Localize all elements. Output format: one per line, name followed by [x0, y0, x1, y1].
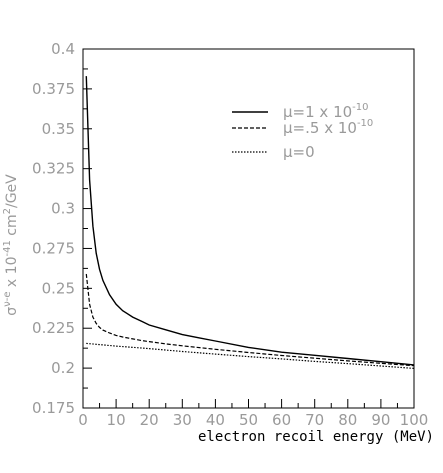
y-tick-label: 0.325: [32, 160, 75, 178]
legend-label-1: μ=1 x 10-10: [283, 102, 369, 121]
x-tick-label: 60: [272, 411, 291, 429]
x-tick-label: 100: [400, 411, 429, 429]
legend-label-2: μ=.5 x 10-10: [283, 118, 373, 137]
x-tick-label: 10: [107, 411, 126, 429]
y-tick-label: 0.3: [51, 200, 75, 218]
series-line-3: [86, 342, 415, 369]
x-tick-label: 50: [239, 411, 258, 429]
x-tick-label: 0: [78, 411, 88, 429]
x-tick-label: 30: [173, 411, 192, 429]
series-line-1: [85, 76, 415, 366]
x-tick-label: 20: [140, 411, 159, 429]
y-tick-label: 0.25: [42, 279, 75, 297]
y-axis-title: σν-e x 10-41 cm2/GeV: [2, 174, 20, 316]
y-tick-label: 0.35: [42, 120, 75, 138]
y-tick-label: 0.375: [32, 80, 75, 98]
y-tick-label: 0.225: [32, 319, 75, 337]
x-tick-label: 70: [305, 411, 324, 429]
x-axis-title: electron recoil energy (MeV): [198, 429, 434, 445]
x-tick-label: 80: [338, 411, 357, 429]
y-tick-label: 0.275: [32, 239, 75, 257]
legend-label-3: μ=0: [283, 143, 315, 161]
x-tick-label: 90: [371, 411, 390, 429]
y-tick-label: 0.4: [51, 40, 75, 58]
x-tick-label: 40: [206, 411, 225, 429]
y-tick-label: 0.175: [32, 399, 75, 417]
y-tick-label: 0.2: [51, 359, 75, 377]
series-line-2: [85, 273, 415, 367]
